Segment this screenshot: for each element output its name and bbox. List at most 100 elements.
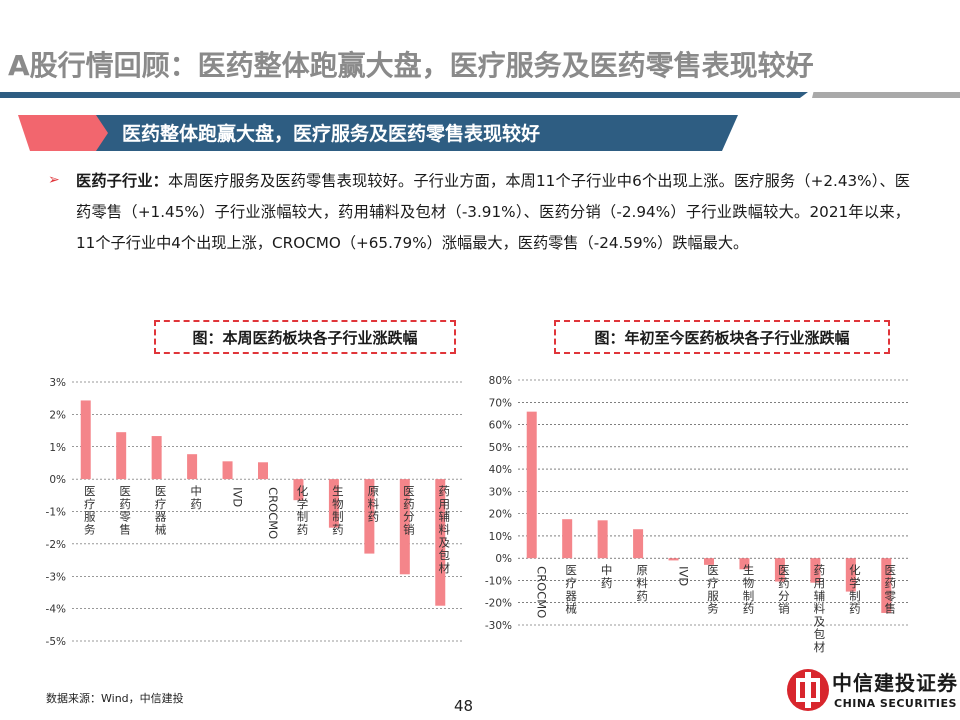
y-tick-label: -5% [46, 636, 66, 648]
bar [845, 558, 856, 592]
y-tick-label: -4% [46, 604, 66, 616]
bar [774, 558, 785, 582]
x-tick-char: 药 [368, 510, 380, 524]
x-tick-char: 物 [332, 497, 344, 511]
x-tick-label: IVD [231, 487, 245, 507]
bar [633, 529, 644, 559]
x-tick-char: 疗 [84, 497, 96, 511]
x-tick-char: 医 [403, 484, 415, 498]
ytd-change-chart: 80% 70% 60% 50% 40% 30% 20% 10% 0% -10% -20% -30% CR… [485, 375, 908, 654]
x-tick-char: 药 [403, 497, 415, 511]
x-tick-char: 零 [119, 510, 131, 524]
x-tick-char: 药 [636, 589, 648, 603]
x-tick-char: 医 [155, 484, 167, 498]
x-tick-label: 医药零售 [119, 484, 131, 536]
x-tick-char: 制 [297, 510, 309, 524]
y-tick-label: -1% [46, 507, 66, 519]
y-tick-label: 10% [489, 531, 512, 543]
x-tick-char: 医 [707, 563, 719, 577]
x-tick-label: 医疗服务 [707, 563, 719, 615]
bar [704, 558, 714, 565]
y-tick-label: 30% [489, 486, 512, 498]
x-tick-char: 服 [707, 589, 719, 603]
bar [258, 462, 268, 480]
banner-red-chevron [18, 115, 122, 151]
x-tick-char: 械 [155, 523, 167, 537]
x-tick-char: 分 [403, 510, 415, 524]
x-tick-label: 原料药 [636, 563, 648, 603]
x-tick-char: 物 [743, 576, 755, 590]
x-tick-label: 中药 [601, 563, 613, 590]
bar [810, 558, 821, 583]
y-tick-label: 1% [49, 442, 66, 454]
logo-text-en: CHINA SECURITIES [834, 697, 957, 710]
x-tick-char: 用 [439, 497, 451, 511]
logo-text-cn: 中信建投证券 [832, 671, 958, 695]
x-tick-char: 原 [368, 484, 380, 498]
bar [435, 479, 446, 606]
y-tick-label: 2% [49, 409, 66, 421]
x-tick-char: 辅 [439, 510, 451, 524]
y-tick-label: -3% [46, 571, 66, 583]
bar [526, 411, 537, 559]
x-tick-char: 包 [439, 548, 451, 562]
y-tick-label: -2% [46, 539, 66, 551]
x-tick-label: 医药分销 [778, 563, 790, 615]
x-tick-char: 药 [814, 563, 826, 577]
x-tick-char: 料 [368, 497, 380, 511]
x-tick-label: 原料药 [368, 484, 380, 524]
y-tick-label: -10% [485, 575, 512, 587]
x-tick-char: 药 [439, 484, 451, 498]
x-tick-char: 销 [403, 523, 415, 537]
x-tick-char: 药 [743, 602, 755, 616]
x-tick-label: 医疗服务 [84, 484, 96, 536]
x-tick-char: 原 [636, 563, 648, 577]
x-tick-label: 药用辅料及包材 [814, 563, 826, 654]
bar [562, 519, 573, 559]
banner-blue-body [96, 115, 738, 151]
y-tick-label: 0% [49, 474, 66, 486]
x-tick-char: 用 [814, 576, 826, 590]
x-tick-char: 药 [849, 602, 861, 616]
x-tick-char: 学 [849, 576, 861, 590]
x-tick-char: 疗 [707, 576, 719, 590]
x-tick-char: 料 [636, 576, 648, 590]
x-tick-char: 中 [190, 484, 202, 498]
x-tick-char: 医 [565, 563, 577, 577]
x-tick-char: 制 [743, 589, 755, 603]
x-tick-text: IVD [231, 487, 245, 507]
y-tick-label: -20% [485, 598, 512, 610]
y-tick-label: 3% [49, 377, 66, 389]
x-tick-label: 医药分销 [403, 484, 415, 536]
x-tick-char: 医 [778, 563, 790, 577]
x-tick-char: 器 [155, 510, 167, 524]
y-tick-label: 70% [489, 397, 512, 409]
y-tick-label: 40% [489, 464, 512, 476]
x-tick-char: 包 [814, 627, 826, 641]
x-tick-char: 材 [814, 640, 826, 654]
x-tick-char: 制 [849, 589, 861, 603]
x-tick-char: 药 [332, 523, 344, 537]
bar [293, 479, 304, 501]
x-tick-char: 售 [119, 523, 131, 537]
x-tick-char: 械 [565, 602, 577, 616]
bar [151, 436, 162, 480]
x-tick-char: 服 [84, 510, 96, 524]
x-tick-char: 分 [778, 589, 790, 603]
x-tick-char: 零 [885, 589, 897, 603]
summary-paragraph: 医药子行业：本周医疗服务及医药零售表现较好。子行业方面，本周11个子行业中6个出… [76, 166, 910, 259]
title-rule-blue [0, 92, 808, 98]
bar [597, 520, 608, 559]
banner-text: 医药整体跑赢大盘，医疗服务及医药零售表现较好 [122, 123, 541, 145]
x-tick-char: 学 [297, 497, 309, 511]
x-tick-char: 中 [601, 563, 613, 577]
page-title: A股行情回顾：医药整体跑赢大盘，医疗服务及医药零售表现较好 [8, 49, 814, 82]
x-tick-char: 药 [297, 523, 309, 537]
bar [739, 558, 750, 570]
page-number: 48 [454, 697, 474, 715]
